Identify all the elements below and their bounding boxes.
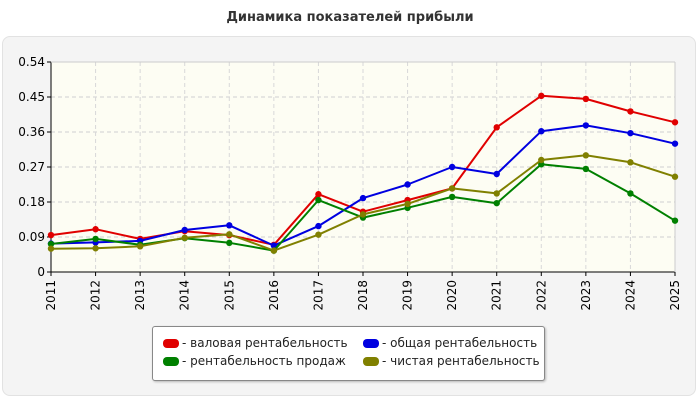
series-0-point [538,92,545,100]
legend-item-sales: - рентабельность продаж [163,354,346,368]
series-1-point [493,170,500,178]
legend-swatch-net [363,356,379,366]
series-1-point [538,128,545,135]
x-tick-label: 2019 [401,280,415,311]
series-1-point [359,194,367,202]
y-tick-label: 0 [37,265,45,279]
y-tick-label: 0.27 [18,160,45,174]
series-1-point [270,242,278,249]
legend-item-gross: - валовая рентабельность [163,336,348,350]
series-3-point [270,247,278,254]
legend-label-gross: - валовая рентабельность [182,336,348,350]
legend-label-total: - общая рентабельность [382,336,538,350]
series-3-point [448,185,456,192]
series-3-point [92,245,99,252]
series-3-point [671,173,679,180]
legend-swatch-total [363,338,379,348]
x-tick-label: 2014 [178,280,192,311]
series-0-point [627,108,634,115]
series-3-point [493,190,500,197]
series-1-point [404,181,411,188]
legend-swatch-sales [163,356,179,366]
x-tick-label: 2016 [267,280,281,311]
x-tick-label: 2012 [89,280,103,311]
x-tick-label: 2013 [133,280,147,311]
series-3-point [404,200,411,208]
series-3-point [582,152,590,159]
series-3-point [47,245,55,252]
series-3-point [315,231,322,238]
x-tick-label: 2018 [356,280,370,311]
legend-label-sales: - рентабельность продаж [182,354,346,368]
legend: - валовая рентабельность - общая рентабе… [152,326,545,381]
series-0-point [493,124,500,131]
y-tick-label: 0.18 [18,195,45,209]
x-tick-label: 2015 [222,280,236,311]
series-0-point [315,191,322,198]
series-2-point [47,240,55,248]
series-2-point [448,193,456,201]
x-tick-label: 2024 [623,280,637,311]
legend-label-net: - чистая рентабельность [382,354,540,368]
series-3-point [181,234,188,241]
series-1-point [671,140,679,147]
series-0-point [582,95,590,103]
x-tick-label: 2022 [534,280,548,311]
series-3-point [359,211,367,218]
series-3-point [226,231,233,238]
series-1-point [226,222,233,229]
series-2-point [627,190,634,197]
series-3-point [538,156,545,164]
series-2-point [226,239,233,247]
chart-title: Динамика показателей прибыли [226,10,474,25]
y-tick-label: 0.09 [18,230,45,244]
legend-item-net: - чистая рентабельность [363,354,540,368]
x-tick-label: 2025 [668,280,682,311]
series-3-point [136,243,144,250]
series-0-point [671,119,679,126]
x-tick-label: 2021 [490,280,504,311]
x-tick-label: 2023 [579,280,593,311]
y-tick-label: 0.36 [18,125,45,139]
series-1-point [315,222,322,230]
series-3-point [627,159,634,166]
x-tick-label: 2017 [311,280,325,311]
series-1-point [582,122,590,129]
series-2-point [582,165,590,173]
series-1-point [181,226,188,234]
series-1-point [448,163,456,171]
x-tick-label: 2011 [44,280,58,311]
legend-item-total: - общая рентабельность [363,336,537,350]
series-0-point [47,231,55,239]
legend-swatch-gross [163,338,179,348]
y-tick-label: 0.54 [18,55,45,69]
series-2-point [493,199,500,207]
series-2-point [671,217,679,224]
series-1-point [627,129,634,137]
y-tick-label: 0.45 [18,90,45,104]
series-0-point [92,226,99,233]
x-tick-label: 2020 [445,280,459,311]
series-2-point [315,196,322,204]
series-2-point [92,235,99,243]
